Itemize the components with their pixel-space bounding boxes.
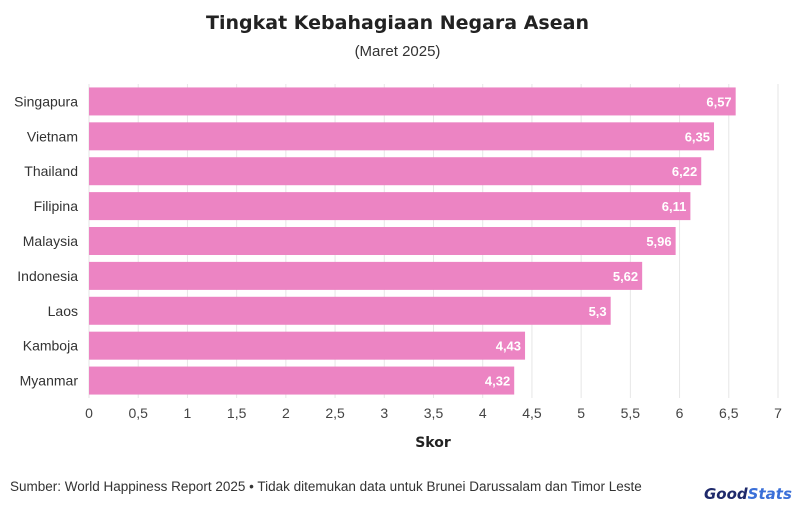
value-label: 6,35 [685,129,710,144]
bar [89,192,691,221]
source-note: Sumber: World Happiness Report 2025 • Ti… [10,479,642,494]
category-label: Indonesia [17,268,78,284]
goodstats-logo: GoodStats [704,485,792,503]
category-label: Malaysia [23,233,78,249]
value-label: 4,43 [496,339,521,354]
x-tick-label: 0,5 [128,405,148,421]
bar [89,87,736,116]
x-tick-label: 3 [380,405,388,421]
x-tick-label: 2,5 [325,405,345,421]
value-labels: 6,57 6,35 6,22 6,11 5,96 5,62 5,3 4,43 4,32 [485,94,732,388]
x-tick-label: 0 [85,405,93,421]
x-tick-label: 6,5 [719,405,739,421]
bar [89,331,526,360]
x-tick-label: 1 [184,405,192,421]
value-label: 5,62 [613,269,638,284]
bar [89,366,515,395]
category-label: Thailand [24,163,78,179]
value-label: 6,22 [672,164,697,179]
category-label: Kamboja [23,338,78,354]
value-label: 4,32 [485,374,510,389]
category-labels: Singapura Vietnam Thailand Filipina Malaysia… [14,93,78,388]
x-tick-label: 4 [479,405,487,421]
x-tick-label: 1,5 [227,405,247,421]
category-label: Filipina [34,198,79,214]
bar [89,157,702,186]
x-tick-label: 2 [282,405,290,421]
x-tick-label: 5,5 [621,405,641,421]
x-tick-label: 4,5 [522,405,542,421]
chart-subtitle: (Maret 2025) [354,43,441,60]
x-tick-label: 3,5 [424,405,444,421]
value-label: 6,57 [706,94,731,109]
bar [89,261,643,290]
value-label: 6,11 [662,199,687,214]
bars [89,87,736,395]
category-label: Myanmar [20,373,79,389]
logo-part2: Stats [747,485,792,503]
category-label: Laos [48,303,78,319]
bar [89,296,611,325]
bar [89,122,715,151]
x-tick-label: 6 [676,405,684,421]
value-label: 5,3 [589,304,607,319]
category-label: Vietnam [27,128,78,144]
x-axis-label: Skor [415,435,451,451]
x-tick-label: 5 [577,405,585,421]
logo-part1: Good [704,485,748,503]
chart-title: Tingkat Kebahagiaan Negara Asean [206,12,589,34]
category-label: Singapura [14,93,78,109]
x-tick-label: 7 [774,405,782,421]
x-tick-labels: 0 0,5 1 1,5 2 2,5 3 3,5 4 4,5 5 5,5 6 6,5 7 [85,405,782,421]
bar [89,227,676,255]
value-label: 5,96 [646,234,671,249]
